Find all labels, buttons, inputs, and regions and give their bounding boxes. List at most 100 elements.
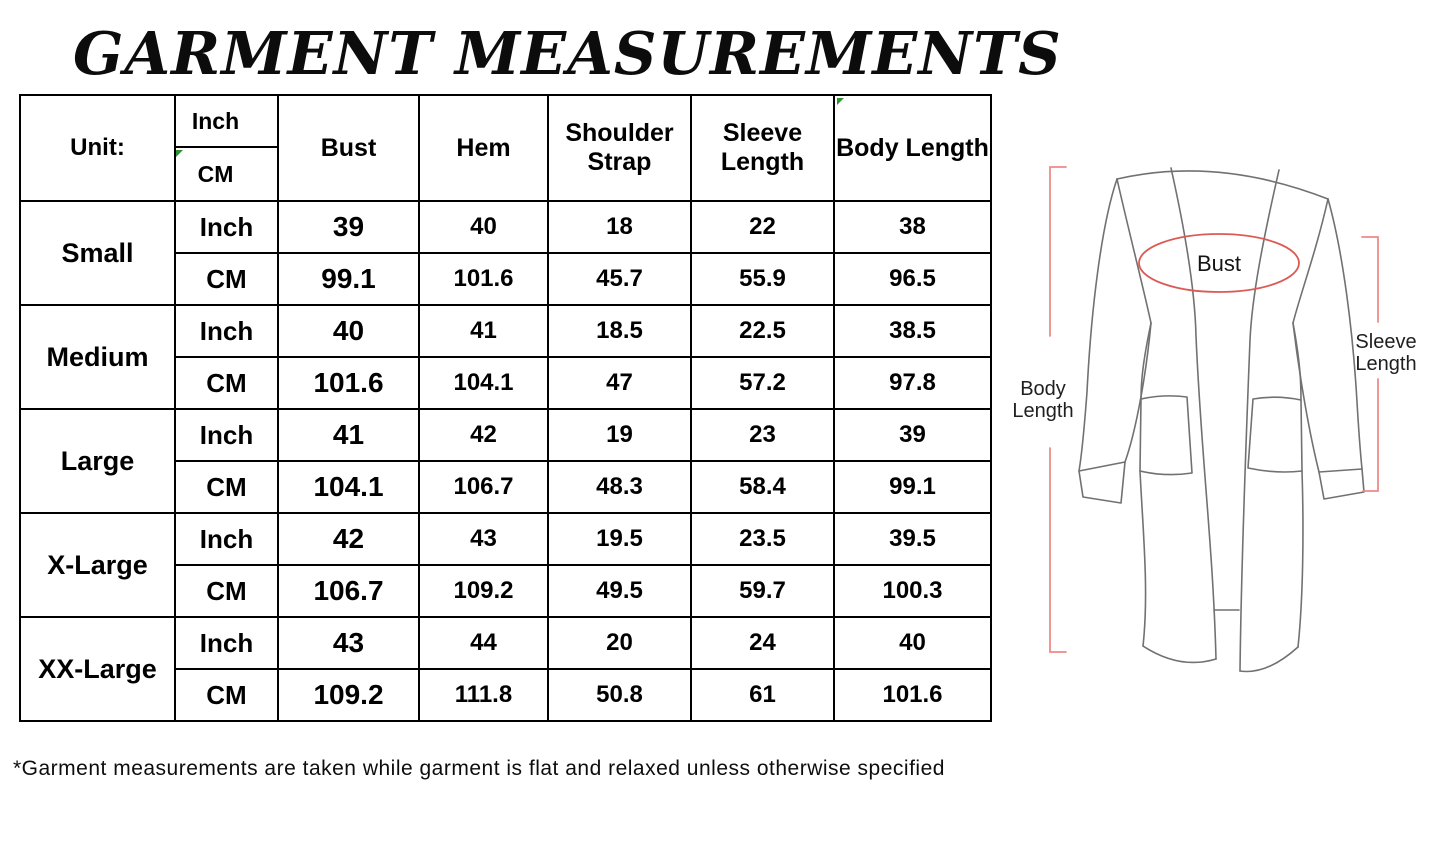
table-row: CM 104.1 106.7 48.3 58.4 99.1 xyxy=(20,460,992,514)
cell-value: 41 xyxy=(277,408,420,462)
cell-value: 39 xyxy=(833,408,992,462)
cell-value: 50.8 xyxy=(547,668,692,722)
bust-ellipse xyxy=(1138,233,1300,293)
cell-value: 106.7 xyxy=(418,460,549,514)
cell-value: 43 xyxy=(418,512,549,566)
right-armhole-seam xyxy=(1292,198,1329,324)
right-cuff xyxy=(1318,468,1365,500)
cell-value: 59.7 xyxy=(690,564,835,618)
cell-value: 99.1 xyxy=(833,460,992,514)
left-pocket xyxy=(1139,395,1193,476)
spreadsheet-artifact-triangle xyxy=(176,150,183,157)
cell-value: 96.5 xyxy=(833,252,992,306)
cell-value: 38.5 xyxy=(833,304,992,358)
row-unit-label: Inch xyxy=(174,304,279,358)
row-unit-label: CM xyxy=(174,460,279,514)
size-label-x-large: X-Large xyxy=(19,512,176,618)
row-unit-label: CM xyxy=(174,356,279,410)
cell-value: 19 xyxy=(547,408,692,462)
cell-value: 109.2 xyxy=(418,564,549,618)
cell-value: 18 xyxy=(547,200,692,254)
cell-value: 41 xyxy=(418,304,549,358)
left-lapel xyxy=(1170,167,1217,660)
cell-value: 101.6 xyxy=(418,252,549,306)
cell-value: 45.7 xyxy=(547,252,692,306)
column-header-hem: Hem xyxy=(418,94,549,202)
unit-header-cell: Unit: xyxy=(19,94,176,202)
cell-value: 97.8 xyxy=(833,356,992,410)
table-row: CM 99.1 101.6 45.7 55.9 96.5 xyxy=(20,252,992,306)
column-header-bust: Bust xyxy=(277,94,420,202)
table-row: Medium Inch 40 41 18.5 22.5 38.5 xyxy=(19,304,992,410)
unit-cm-label: CM xyxy=(197,160,234,187)
row-unit-label: CM xyxy=(174,252,279,306)
spreadsheet-artifact-triangle xyxy=(837,98,844,105)
measurement-brackets xyxy=(1049,166,1379,653)
left-armhole-seam xyxy=(1116,178,1152,324)
cell-value: 38 xyxy=(833,200,992,254)
unit-inch-label: Inch xyxy=(177,97,276,148)
table-row: Small Inch 39 40 18 22 38 xyxy=(19,200,992,306)
cell-value: 40 xyxy=(418,200,549,254)
right-body-side xyxy=(1292,322,1304,648)
right-hem xyxy=(1239,646,1299,673)
cell-value: 24 xyxy=(690,616,835,670)
cell-value: 104.1 xyxy=(277,460,420,514)
cell-value: 109.2 xyxy=(277,668,420,722)
table-header-row: Unit: Inch CM Bust Hem Shoulder Strap Sl… xyxy=(19,94,992,202)
body-length-bracket xyxy=(1049,166,1067,653)
cell-value: 22.5 xyxy=(690,304,835,358)
cell-value: 104.1 xyxy=(418,356,549,410)
left-sleeve-outer xyxy=(1078,178,1118,472)
body-length-label: Body xyxy=(1020,378,1066,400)
right-pocket xyxy=(1247,396,1303,473)
row-unit-label: CM xyxy=(174,564,279,618)
cell-value: 47 xyxy=(547,356,692,410)
cell-value: 43 xyxy=(277,616,420,670)
cell-value: 57.2 xyxy=(690,356,835,410)
cell-value: 99.1 xyxy=(277,252,420,306)
table-row: CM 109.2 111.8 50.8 61 101.6 xyxy=(20,668,992,722)
right-lapel xyxy=(1239,169,1280,672)
size-table: Unit: Inch CM Bust Hem Shoulder Strap Sl… xyxy=(19,94,992,722)
footnote: *Garment measurements are taken while ga… xyxy=(13,757,945,780)
sleeve-length-label: Sleeve xyxy=(1355,331,1416,353)
row-unit-label: Inch xyxy=(174,200,279,254)
column-header-body-length: Body Length xyxy=(833,94,992,202)
right-sleeve-outer xyxy=(1327,198,1363,470)
left-hem xyxy=(1142,645,1217,664)
cell-value: 58.4 xyxy=(690,460,835,514)
row-unit-label: Inch xyxy=(174,408,279,462)
sleeve-length-bracket xyxy=(1361,236,1379,492)
cell-value: 44 xyxy=(418,616,549,670)
cell-value: 101.6 xyxy=(277,356,420,410)
cell-value: 42 xyxy=(277,512,420,566)
cell-value: 42 xyxy=(418,408,549,462)
body-length-label: Length xyxy=(1012,400,1073,422)
garment-diagram: Bust Body Length Sleeve Length xyxy=(1012,166,1417,673)
size-label-small: Small xyxy=(19,200,176,306)
cell-value: 55.9 xyxy=(690,252,835,306)
cell-value: 100.3 xyxy=(833,564,992,618)
cell-value: 39 xyxy=(277,200,420,254)
cell-value: 22 xyxy=(690,200,835,254)
cell-value: 111.8 xyxy=(418,668,549,722)
cell-value: 106.7 xyxy=(277,564,420,618)
table-row: Large Inch 41 42 19 23 39 xyxy=(19,408,992,514)
table-row: CM 101.6 104.1 47 57.2 97.8 xyxy=(20,356,992,410)
table-row: XX-Large Inch 43 44 20 24 40 xyxy=(19,616,992,722)
row-unit-label: CM xyxy=(174,668,279,722)
left-cuff xyxy=(1078,461,1126,504)
unit-split-cell: Inch CM xyxy=(174,94,279,202)
column-header-shoulder-strap: Shoulder Strap xyxy=(547,94,692,202)
bust-label: Bust xyxy=(1197,251,1241,276)
neckline xyxy=(1116,170,1329,200)
cell-value: 19.5 xyxy=(547,512,692,566)
column-header-sleeve-length: Sleeve Length xyxy=(690,94,835,202)
cell-value: 20 xyxy=(547,616,692,670)
cell-value: 48.3 xyxy=(547,460,692,514)
cell-value: 101.6 xyxy=(833,668,992,722)
table-row: X-Large Inch 42 43 19.5 23.5 39.5 xyxy=(19,512,992,618)
page-title: GARMENT MEASUREMENTS xyxy=(73,19,1062,88)
